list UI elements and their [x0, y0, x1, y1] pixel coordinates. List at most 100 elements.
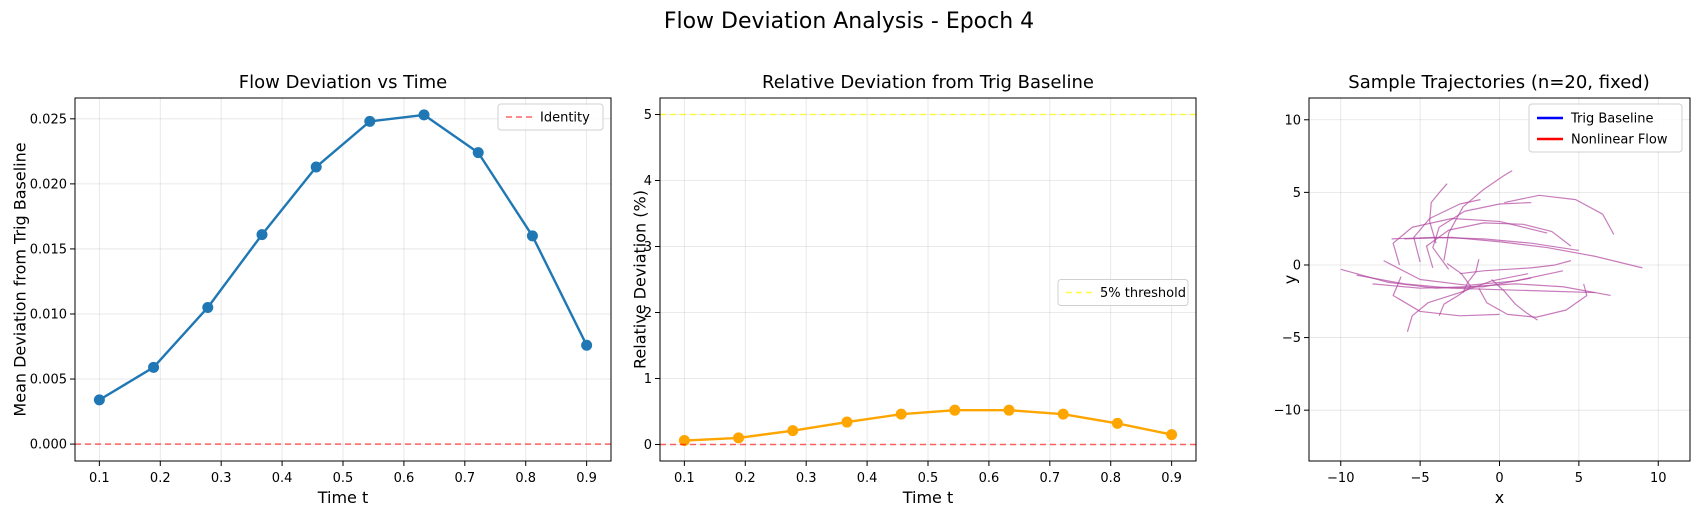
- plot-area: [75, 109, 611, 445]
- x-axis-label: Time t: [317, 488, 369, 507]
- data-point: [733, 432, 745, 444]
- x-tick-label: 0.7: [454, 471, 475, 486]
- y-tick-label: −10: [1274, 404, 1301, 419]
- data-point: [93, 394, 105, 406]
- x-tick-label: 0.6: [979, 471, 1000, 486]
- legend-label: Nonlinear Flow: [1571, 133, 1668, 148]
- legend-label: 5% threshold: [1100, 286, 1186, 301]
- data-point: [1003, 404, 1015, 416]
- x-tick-label: 0.6: [394, 471, 415, 486]
- y-tick-label: 3: [644, 240, 652, 255]
- panel-relative-deviation: 0.1 0.2 0.3 0.4 0.5 0.6 0.7 0.8 0.9 0 1 2 3 4 5 Relativ…: [631, 72, 1197, 507]
- figure-title: Flow Deviation Analysis - Epoch 4: [664, 9, 1034, 34]
- trajectory-line: [1478, 283, 1588, 318]
- trajectory-line: [1429, 183, 1448, 244]
- x-tick-label: 0.5: [333, 471, 354, 486]
- y-tick-label: 0: [644, 438, 652, 453]
- x-tick-label: 0: [1495, 471, 1503, 486]
- data-point: [949, 404, 961, 416]
- panel-flow-deviation: 0.1 0.2 0.3 0.4 0.5 0.6 0.7 0.8 0.9 0.000 0.005 0.0…: [11, 72, 612, 507]
- x-tick-label: 0.9: [576, 471, 597, 486]
- x-axis-label: Time t: [902, 488, 954, 507]
- y-tick-label: 5: [644, 108, 652, 123]
- plot-area: [1340, 170, 1643, 332]
- data-point: [787, 425, 799, 437]
- y-axis-label: y: [1281, 275, 1300, 284]
- trajectory-line: [1392, 276, 1500, 317]
- x-tick-label: 0.9: [1161, 471, 1182, 486]
- y-tick-label: 1: [644, 372, 652, 387]
- y-tick-label: 0: [1293, 258, 1301, 273]
- y-tick-label: 0.015: [30, 242, 67, 257]
- legend-label: Trig Baseline: [1570, 112, 1654, 127]
- data-point: [581, 339, 593, 351]
- trajectory-line: [1356, 274, 1595, 294]
- y-axis-label: Mean Deviation from Trig Baseline: [11, 142, 30, 416]
- trajectory-line: [1462, 259, 1480, 293]
- x-tick-label: 0.8: [515, 471, 536, 486]
- x-tick-label: 0.8: [1100, 471, 1121, 486]
- y-tick-label: 0.010: [30, 307, 67, 322]
- x-tick-label: 0.1: [674, 471, 695, 486]
- series-line: [98, 113, 588, 401]
- x-tick-label: 0.7: [1039, 471, 1060, 486]
- data-point: [310, 161, 322, 173]
- data-point: [841, 416, 853, 428]
- x-tick-label: −5: [1411, 471, 1430, 486]
- data-point: [418, 109, 430, 121]
- x-tick-label: 0.4: [272, 471, 293, 486]
- x-tick-label: 0.4: [857, 471, 878, 486]
- y-tick-label: 0.025: [30, 112, 67, 127]
- y-tick-label: 2: [644, 306, 652, 321]
- trajectory-line: [1432, 201, 1532, 270]
- y-tick-label: 0.000: [30, 438, 67, 453]
- trajectory-line: [1491, 279, 1538, 321]
- y-tick-label: 0.005: [30, 373, 67, 388]
- y-tick-label: 4: [644, 174, 652, 189]
- legend-label: Identity: [540, 111, 590, 126]
- trajectory-line: [1425, 222, 1572, 269]
- data-point: [1057, 408, 1069, 420]
- x-tick-label: 0.5: [918, 471, 939, 486]
- panel-title: Flow Deviation vs Time: [239, 72, 447, 93]
- legend-box: [1057, 279, 1189, 306]
- x-tick-label: 5: [1575, 471, 1583, 486]
- legend-box: [1528, 103, 1683, 153]
- panel-sample-trajectories: −10 −5 0 5 10 −10 −5 0 5 10 Sample Trajectories (n…: [1274, 72, 1691, 507]
- plot-area: [660, 113, 1196, 447]
- y-tick-label: 0.020: [30, 177, 67, 192]
- data-point: [148, 361, 160, 373]
- data-point: [1111, 417, 1123, 429]
- data-point: [256, 229, 268, 241]
- y-tick-label: 5: [1293, 186, 1301, 201]
- x-tick-label: 0.2: [735, 471, 756, 486]
- trajectory-line: [1383, 260, 1564, 286]
- x-tick-label: 0.3: [211, 471, 232, 486]
- trajectory-line: [1443, 170, 1513, 261]
- x-tick-label: 10: [1650, 471, 1667, 486]
- trajectory-line: [1504, 194, 1615, 235]
- trajectory-line: [1404, 236, 1643, 269]
- x-tick-label: 0.3: [796, 471, 817, 486]
- legend-box: [497, 103, 604, 131]
- x-axis-label: x: [1495, 488, 1504, 507]
- panel-title: Relative Deviation from Trig Baseline: [762, 72, 1094, 93]
- trajectory-line: [1406, 273, 1529, 332]
- x-tick-label: 0.2: [150, 471, 171, 486]
- panel-title: Sample Trajectories (n=20, fixed): [1348, 72, 1649, 93]
- data-point: [364, 115, 376, 127]
- trajectory-line: [1459, 260, 1572, 275]
- series-line: [684, 408, 1172, 442]
- data-point: [472, 147, 484, 159]
- trajectory-line: [1372, 283, 1611, 297]
- y-tick-label: 10: [1284, 113, 1301, 128]
- data-point: [895, 408, 907, 420]
- x-tick-label: 0.1: [89, 471, 110, 486]
- data-point: [202, 301, 214, 313]
- y-axis-label: Relative Deviation (%): [631, 190, 650, 369]
- y-tick-label: −5: [1282, 331, 1301, 346]
- data-point: [678, 435, 690, 447]
- data-point: [1166, 429, 1178, 441]
- x-tick-label: −10: [1327, 471, 1354, 486]
